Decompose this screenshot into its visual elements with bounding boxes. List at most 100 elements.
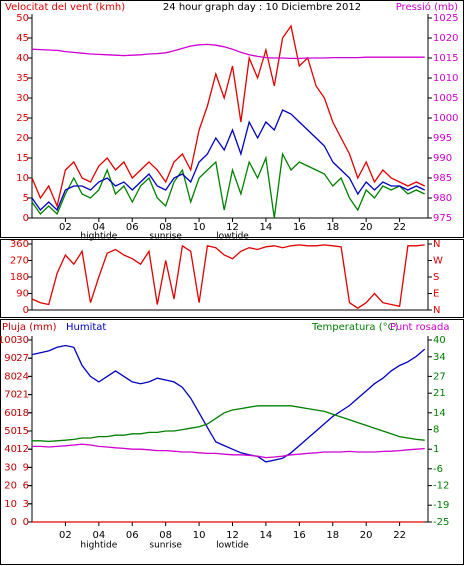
y-tick-label: 15 xyxy=(16,153,29,164)
y3-tick-label: 27 xyxy=(16,353,29,364)
x-tick-label: 22 xyxy=(393,530,406,541)
x-tick-label: 20 xyxy=(360,222,373,233)
x-tick-label: 02 xyxy=(59,530,72,541)
y3-tick-label: 0 xyxy=(23,517,29,528)
y3-tick-label: 24 xyxy=(16,371,29,382)
panel-frame xyxy=(0,0,464,238)
y3-tick-label: 12 xyxy=(16,444,29,455)
x-tick-label: 14 xyxy=(260,222,273,233)
y2-tick-label: E xyxy=(433,289,439,300)
y-tick-label: 50 xyxy=(4,426,17,437)
y2-tick-label: N xyxy=(433,305,440,316)
y2-tick-label: 1015 xyxy=(433,53,458,64)
data-line xyxy=(31,151,425,219)
x-tick-label: 12 xyxy=(226,530,239,541)
x-tick-label: 04 xyxy=(92,222,105,233)
y2-tick-label: -12 xyxy=(433,481,449,492)
y-tick-label: 50 xyxy=(16,13,29,24)
x-tick-label: 16 xyxy=(293,530,306,541)
y2-tick-label: 975 xyxy=(433,213,452,224)
y2-tick-label: 1 xyxy=(433,444,439,455)
y3-tick-label: 18 xyxy=(16,408,29,419)
x-tick-label: 06 xyxy=(126,530,139,541)
x-tick-label: 14 xyxy=(260,530,273,541)
panel-frame xyxy=(0,319,464,565)
time-marker: sunrise xyxy=(149,541,182,551)
y-tick-label: 10 xyxy=(16,173,29,184)
y3-tick-label: 21 xyxy=(16,390,29,401)
x-tick-label: 10 xyxy=(193,222,206,233)
y-tick-label: 40 xyxy=(4,444,17,455)
time-marker: lowtide xyxy=(216,232,249,242)
y3-tick-label: 6 xyxy=(23,481,29,492)
y2-tick-label: 1000 xyxy=(433,113,458,124)
y2-tick-label: 1020 xyxy=(433,33,458,44)
y-tick-label: 100 xyxy=(0,335,17,346)
temperature-axis-label: Temperatura (°C) xyxy=(311,322,399,333)
x-tick-label: 18 xyxy=(326,530,339,541)
data-line xyxy=(31,344,426,463)
y2-tick-label: S xyxy=(433,272,439,283)
y2-tick-label: 1010 xyxy=(433,73,458,84)
y-tick-label: 0 xyxy=(11,517,17,528)
y2-tick-label: -25 xyxy=(433,517,449,528)
data-line xyxy=(31,24,425,209)
y-tick-label: 270 xyxy=(10,256,29,267)
y2-tick-label: 990 xyxy=(433,153,452,164)
y2-tick-label: 40 xyxy=(433,335,446,346)
x-tick-label: 08 xyxy=(159,530,172,541)
y2-tick-label: -6 xyxy=(433,464,443,475)
panel-frame xyxy=(0,239,464,318)
y2-tick-label: 27 xyxy=(433,371,446,382)
y3-tick-label: 3 xyxy=(23,499,29,510)
y2-tick-label: 1005 xyxy=(433,93,458,104)
data-line xyxy=(32,443,425,459)
y-tick-label: 40 xyxy=(16,53,29,64)
x-tick-label: 12 xyxy=(226,222,239,233)
x-tick-label: 02 xyxy=(59,222,72,233)
time-marker: sunrise xyxy=(149,232,182,242)
y-tick-label: 0 xyxy=(23,305,29,316)
y-axis-label: Velocitat del vent (kmh) xyxy=(5,2,125,13)
x-tick-label: 22 xyxy=(393,222,406,233)
y2-tick-label: 14 xyxy=(433,408,446,419)
y2-tick-label: 980 xyxy=(433,193,452,204)
dewpoint-axis-label: Punt rosada xyxy=(390,322,449,333)
y-tick-label: 35 xyxy=(16,73,29,84)
y2-tick-label: 1025 xyxy=(433,13,458,24)
y-tick-label: 25 xyxy=(16,113,29,124)
y2-axis-label: Pressió (mb) xyxy=(396,1,458,13)
y3-tick-label: 9 xyxy=(23,462,29,473)
y-tick-label: 10 xyxy=(4,499,17,510)
time-marker: hightide xyxy=(80,232,117,242)
y-tick-label: 30 xyxy=(4,462,17,473)
data-line xyxy=(31,244,425,309)
y-tick-label: 60 xyxy=(4,408,17,419)
y-tick-label: 180 xyxy=(10,272,29,283)
y2-tick-label: 985 xyxy=(433,173,452,184)
y-tick-label: 45 xyxy=(16,33,29,44)
x-tick-label: 04 xyxy=(92,530,105,541)
y-tick-label: 90 xyxy=(4,353,17,364)
x-tick-label: 18 xyxy=(326,222,339,233)
x-tick-label: 16 xyxy=(293,222,306,233)
y3-tick-label: 15 xyxy=(16,426,29,437)
y2-tick-label: 8 xyxy=(433,425,439,436)
y2-tick-label: N xyxy=(433,239,440,250)
rain-axis-label: Pluja (mm) xyxy=(2,322,57,333)
humidity-axis-label: Humitat xyxy=(66,322,106,333)
y2-tick-label: W xyxy=(433,256,443,267)
y-tick-label: 70 xyxy=(4,390,17,401)
y2-tick-label: 34 xyxy=(433,352,446,363)
y-tick-label: 5 xyxy=(23,193,29,204)
y2-tick-label: -19 xyxy=(433,500,449,511)
data-line xyxy=(32,405,425,443)
data-line xyxy=(31,43,425,60)
y3-tick-label: 30 xyxy=(16,335,29,346)
y-tick-label: 30 xyxy=(16,93,29,104)
y2-tick-label: 21 xyxy=(433,388,446,399)
y2-tick-label: 995 xyxy=(433,133,452,144)
y-tick-label: 0 xyxy=(23,213,29,224)
